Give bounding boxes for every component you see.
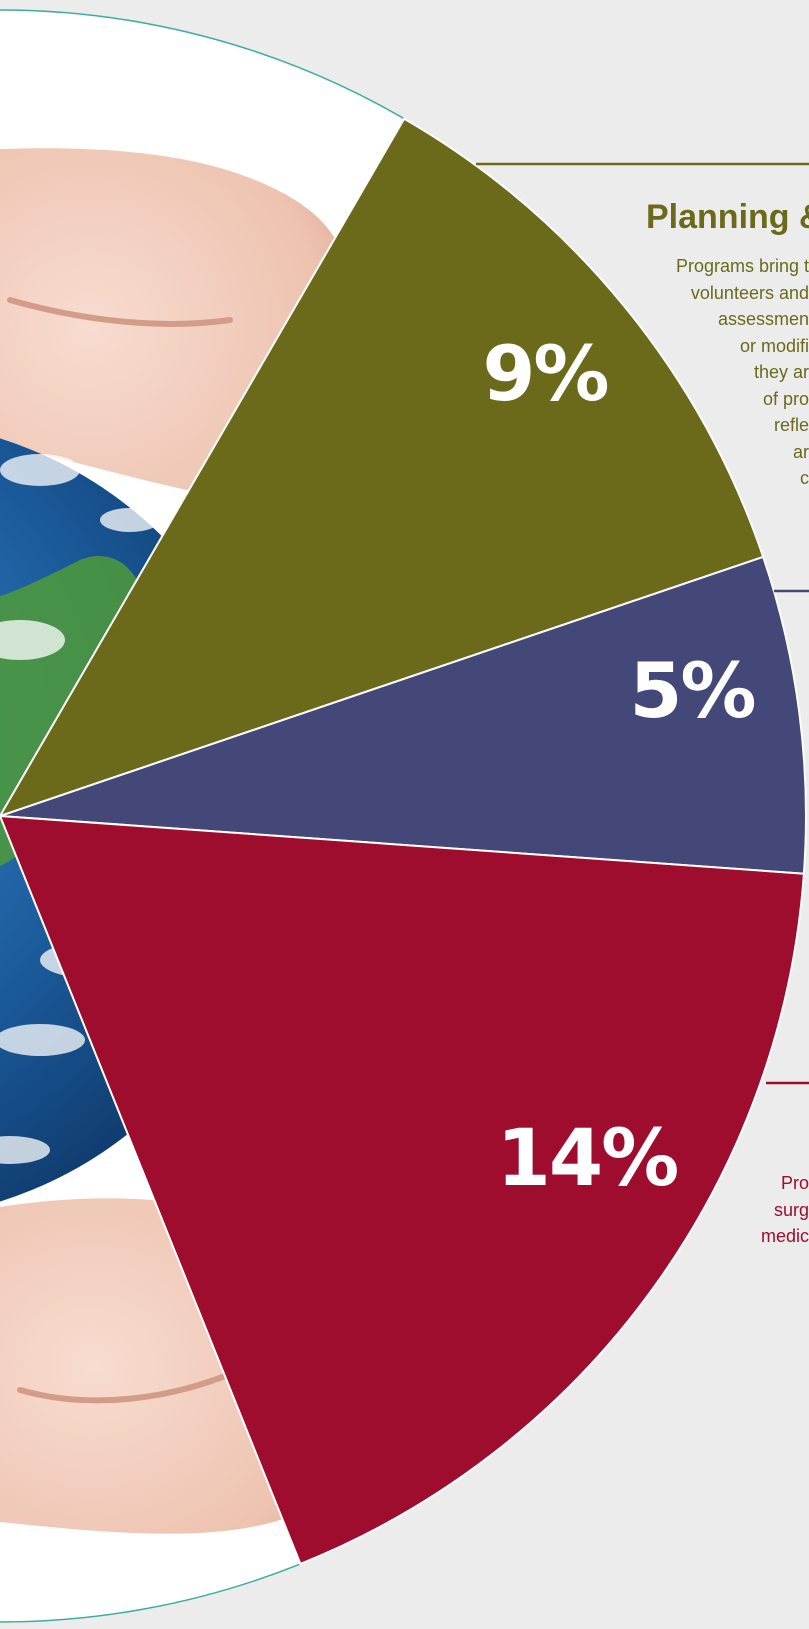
- planning-line: assessmen: [717, 309, 809, 329]
- planning-title: Planning &: [646, 198, 809, 236]
- planning-line: ar: [792, 441, 809, 462]
- planning-line: c: [800, 468, 809, 488]
- crimson-line: medic: [760, 1226, 809, 1246]
- pie-slice: [0, 814, 805, 1566]
- planning-line: Programs bring t: [675, 256, 809, 276]
- planning-line: they ar: [753, 362, 809, 382]
- planning-line: volunteers and: [690, 282, 809, 303]
- slice-percent-label: 5%: [629, 646, 754, 735]
- crimson-line: surg: [773, 1199, 809, 1220]
- crimson-description: Pro surg medic: [761, 1170, 809, 1250]
- lower-finger-crease: [17, 1367, 243, 1404]
- slice-percent-label: 14%: [497, 1114, 678, 1204]
- planning-description: Programs bring t volunteers and assessme…: [676, 253, 809, 492]
- pie-slices: 9% 5% 14%: [0, 117, 807, 1566]
- slice-percent-label: 9%: [482, 329, 607, 418]
- planning-line: or modifi: [739, 335, 809, 356]
- crimson-line: Pro: [780, 1173, 809, 1193]
- upper-finger-crease: [7, 297, 233, 327]
- pie-slice: [0, 555, 807, 875]
- pie-slice: [0, 117, 765, 818]
- planning-line: of pro: [762, 388, 809, 409]
- planning-line: refle: [773, 415, 809, 435]
